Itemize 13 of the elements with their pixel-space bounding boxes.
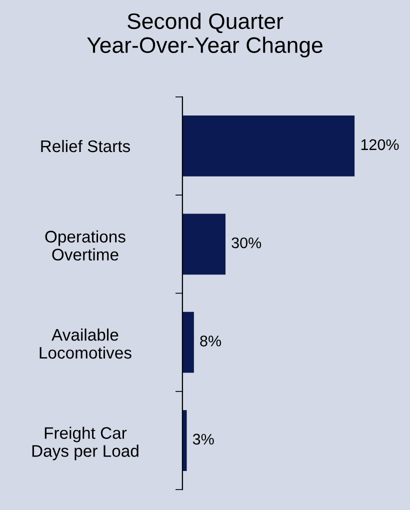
- data-label: 120%: [361, 139, 399, 150]
- y-tick-label: Operations Overtime: [45, 230, 126, 261]
- data-label: 30%: [232, 237, 262, 248]
- y-tick-label: Relief Starts: [41, 140, 130, 152]
- bar: [182, 410, 187, 471]
- data-label: 3%: [192, 434, 214, 445]
- chart-title: Second Quarter Year-Over-Year Change: [87, 12, 322, 58]
- bar: [182, 312, 194, 373]
- y-tick-label: Freight Car Days per Load: [32, 426, 138, 460]
- y-tick-label: Available Locomotives: [40, 328, 132, 359]
- data-label: 8%: [200, 336, 222, 346]
- bar: [182, 214, 226, 275]
- bar: [182, 116, 355, 176]
